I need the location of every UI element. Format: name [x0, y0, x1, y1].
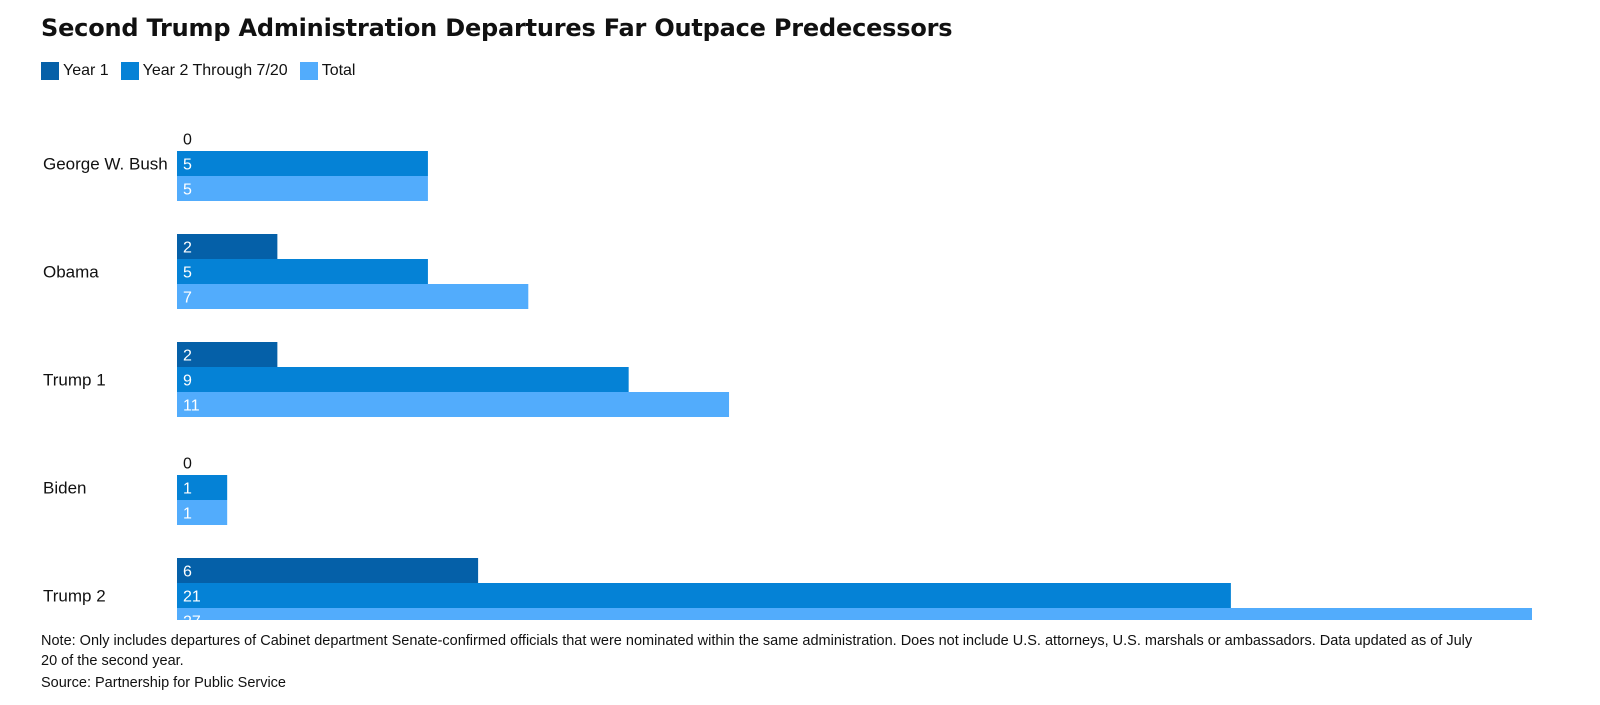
legend-swatch-year1 — [41, 62, 59, 80]
data-label-biden-total: 1 — [183, 506, 192, 523]
data-label-trump-1-year-2-through-7-20: 9 — [183, 373, 192, 390]
category-label-george-w-bush: George W. Bush — [43, 155, 168, 174]
category-label-trump-2: Trump 2 — [43, 587, 106, 606]
legend-swatch-year2 — [120, 62, 139, 80]
bar-biden-total — [177, 500, 228, 525]
legend: Year 1 Year 2 Through 7/20 Total — [41, 62, 367, 80]
bar-george-w-bush-total — [177, 176, 428, 201]
chart-source: Source: Partnership for Public Service — [41, 675, 286, 691]
data-label-trump-1-total: 11 — [183, 398, 200, 415]
data-label-george-w-bush-year-2-through-7-20: 5 — [183, 157, 192, 174]
data-label-obama-year-1: 2 — [183, 240, 192, 257]
legend-item-year2: Year 2 Through 7/20 — [120, 62, 288, 80]
chart-note: Note: Only includes departures of Cabine… — [41, 633, 1473, 669]
data-label-george-w-bush-year-1: 0 — [183, 132, 192, 149]
bar-obama-year-2-through-7-20 — [177, 259, 428, 284]
bar-trump-1-year-1 — [177, 342, 278, 367]
chart-title: Second Trump Administration Departures F… — [41, 14, 953, 42]
bar-trump-2-year-2-through-7-20 — [177, 583, 1231, 608]
bar-george-w-bush-year-2-through-7-20 — [177, 151, 428, 176]
data-label-trump-2-total: 27 — [183, 614, 201, 621]
bar-trump-1-year-2-through-7-20 — [177, 367, 629, 392]
bar-obama-year-1 — [177, 234, 278, 259]
data-label-biden-year-1: 0 — [183, 456, 192, 473]
category-label-biden: Biden — [43, 479, 86, 498]
legend-label-total: Total — [321, 62, 356, 79]
legend-item-year1: Year 1 — [41, 62, 109, 80]
data-label-obama-total: 7 — [183, 290, 192, 307]
category-label-trump-1: Trump 1 — [43, 371, 106, 390]
data-label-trump-1-year-1: 2 — [183, 348, 192, 365]
category-label-obama: Obama — [43, 263, 99, 282]
data-label-obama-year-2-through-7-20: 5 — [183, 265, 192, 282]
data-label-trump-2-year-2-through-7-20: 21 — [183, 589, 201, 606]
bar-biden-year-2-through-7-20 — [177, 475, 228, 500]
legend-item-total: Total — [299, 62, 356, 80]
bar-obama-total — [177, 284, 529, 309]
legend-swatch-total — [299, 62, 318, 80]
data-label-biden-year-2-through-7-20: 1 — [183, 481, 192, 498]
bar-trump-2-year-1 — [177, 558, 479, 583]
bar-trump-2-total — [177, 608, 1532, 620]
legend-label-year1: Year 1 — [63, 62, 109, 79]
data-label-trump-2-year-1: 6 — [183, 564, 192, 581]
legend-label-year2: Year 2 Through 7/20 — [142, 62, 288, 79]
bar-trump-1-total — [177, 392, 730, 417]
data-label-george-w-bush-total: 5 — [183, 182, 192, 199]
